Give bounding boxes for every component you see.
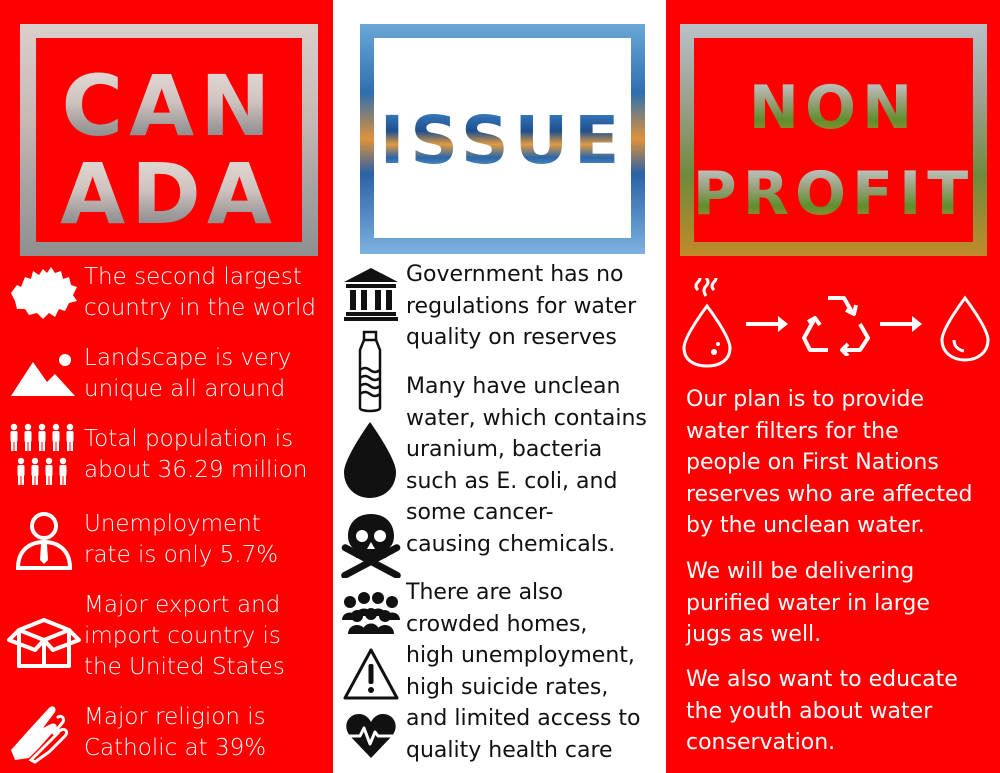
issue-frame-inner — [374, 38, 631, 238]
arrow-right-icon — [878, 314, 924, 338]
nonprofit-title-line-1: NON — [680, 78, 987, 138]
water-bottle-icon — [352, 330, 388, 418]
fact-country-size: The second largest country in the world — [4, 262, 330, 324]
warning-icon — [342, 646, 400, 706]
canada-title-line-2: ADA — [20, 152, 318, 236]
water-drop-icon — [340, 420, 400, 504]
issue-paragraph-unclean-water: Many have unclean water, which contains … — [406, 374, 647, 557]
nonprofit-paragraph-education: We also want to educate the youth about … — [686, 667, 958, 755]
canada-title-line-1: CAN — [20, 64, 318, 148]
issue-title: ISSUE — [360, 108, 645, 174]
fact-text: Major religion is Catholic at 39% — [84, 704, 267, 761]
worker-icon — [4, 508, 84, 572]
clean-water-drop-icon — [938, 294, 992, 368]
government-building-icon — [342, 266, 400, 326]
canada-column: CAN ADA The second largest country in th… — [0, 0, 333, 773]
fact-population: Total population is about 36.29 million — [4, 423, 330, 487]
canada-frame-inner — [36, 38, 302, 242]
population-icon — [4, 423, 84, 487]
fact-trade: Major export and import country is the U… — [4, 590, 330, 683]
recycle-icon — [800, 292, 872, 360]
canada-title-frame: CAN ADA — [20, 24, 318, 256]
fact-text: The second largest country in the world — [84, 264, 316, 321]
fact-text: Landscape is very unique all around — [84, 345, 292, 402]
dirty-water-drop-icon — [680, 274, 734, 372]
canada-map-icon — [4, 263, 84, 323]
issue-paragraph-living-conditions: There are also crowded homes, high unemp… — [406, 580, 641, 763]
nonprofit-paragraph-delivery: We will be delivering purified water in … — [686, 559, 930, 647]
nonprofit-paragraph-plan: Our plan is to provide water filters for… — [686, 387, 973, 538]
nonprofit-title-frame: NON PROFIT — [680, 24, 987, 256]
issue-title-frame: ISSUE — [360, 24, 645, 254]
box-icon — [4, 602, 84, 672]
issue-paragraph-regulations: Government has no regulations for water … — [406, 262, 637, 350]
heart-pulse-icon — [344, 712, 398, 764]
fact-landscape: Landscape is very unique all around — [4, 343, 330, 405]
fact-text: Major export and import country is the U… — [84, 592, 285, 680]
landscape-icon — [4, 348, 84, 400]
crowd-icon — [340, 590, 402, 640]
fact-text: Unemployment rate is only 5.7% — [84, 511, 279, 568]
nonprofit-frame-inner — [694, 38, 973, 242]
nonprofit-title-line-2: PROFIT — [680, 164, 987, 224]
arrow-right-icon — [744, 314, 790, 338]
fact-religion: Major religion is Catholic at 39% — [4, 702, 330, 764]
praying-hands-icon — [4, 702, 84, 764]
fact-text: Total population is about 36.29 million — [84, 426, 308, 483]
skull-crossbones-icon — [340, 512, 402, 582]
fact-unemployment: Unemployment rate is only 5.7% — [4, 508, 330, 572]
